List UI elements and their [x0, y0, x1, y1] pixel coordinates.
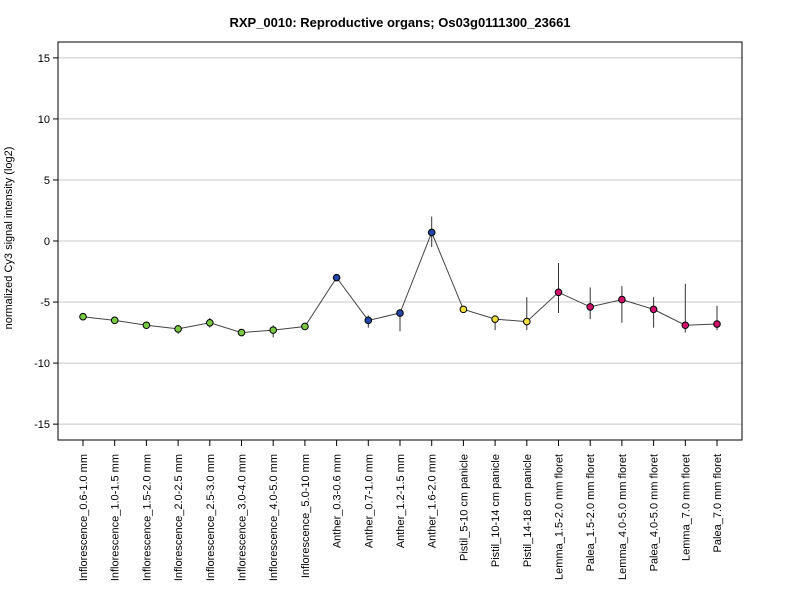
x-tick-label: Inflorescence_2.0-2.5 mm: [173, 454, 185, 581]
x-tick-label: Anther_0.7-1.0 mm: [363, 454, 375, 548]
x-tick-label: Anther_1.6-2.0 mm: [427, 454, 439, 548]
data-points: [79, 228, 721, 337]
data-point: [713, 320, 721, 328]
y-tick-label: 10: [38, 114, 50, 126]
x-tick-label: Inflorescence_5.0-10 mm: [300, 454, 312, 578]
y-tick-label: 5: [44, 175, 50, 187]
data-point: [427, 228, 436, 237]
x-tick-label: Pistil_14-18 cm panicle: [522, 454, 534, 567]
data-point: [586, 303, 595, 311]
y-tick-label: -5: [40, 297, 50, 309]
x-axis: Inflorescence_0.6-1.0 mm Inflorescence_1.…: [78, 440, 724, 581]
x-tick-label: Inflorescence_4.0-5.0 mm: [268, 454, 280, 581]
x-tick-label: Lemma_1.5-2.0 mm floret: [554, 454, 566, 580]
y-axis-label: normalized Cy3 signal intensity (log2): [3, 147, 15, 330]
data-point: [649, 305, 658, 314]
data-point: [110, 316, 119, 325]
data-point: [681, 321, 690, 330]
y-tick-label: 15: [38, 53, 50, 65]
x-tick-label: Lemma_4.0-5.0 mm floret: [617, 454, 629, 580]
chart-title: RXP_0010: Reproductive organs; Os03g0111…: [229, 15, 570, 30]
x-tick-label: Inflorescence_2.5-3.0 mm: [205, 454, 217, 581]
x-tick-label: Lemma_7.0 mm floret: [680, 454, 692, 561]
y-axis: -15 -10 -5 0 5 10 15: [34, 53, 58, 431]
data-point: [491, 315, 499, 323]
y-tick-label: -10: [34, 358, 50, 370]
plot-frame: [57, 41, 743, 441]
data-point: [174, 325, 182, 333]
data-point: [523, 317, 531, 326]
data-point: [301, 322, 309, 331]
data-point: [554, 288, 563, 297]
x-tick-label: Palea_4.0-5.0 mm floret: [649, 454, 661, 571]
x-tick-label: Inflorescence_0.6-1.0 mm: [78, 454, 90, 581]
y-tick-label: -15: [34, 419, 50, 431]
x-tick-label: Pistil_5-10 cm panicle: [458, 454, 470, 561]
y-tick-label: 0: [44, 236, 50, 248]
data-point: [618, 295, 626, 304]
x-tick-label: Inflorescence_1.5-2.0 mm: [141, 454, 153, 581]
x-tick-label: Anther_0.3-0.6 mm: [332, 454, 344, 548]
x-tick-label: Palea_7.0 mm floret: [712, 454, 724, 552]
data-point: [364, 316, 373, 325]
x-tick-label: Palea_1.5-2.0 mm floret: [585, 454, 597, 571]
data-point: [142, 321, 151, 330]
data-point: [237, 328, 246, 337]
data-point: [459, 305, 468, 314]
grid-lines: [58, 57, 742, 425]
data-point: [206, 318, 214, 327]
data-point: [396, 309, 404, 317]
x-tick-label: Inflorescence_1.0-1.5 mm: [110, 454, 122, 581]
data-point: [269, 326, 278, 334]
data-point: [332, 273, 341, 282]
error-bars: [82, 216, 718, 338]
x-tick-label: Pistil_10-14 cm panicle: [490, 454, 502, 567]
data-point: [79, 312, 87, 321]
x-tick-label: Anther_1.2-1.5 mm: [395, 454, 407, 548]
x-tick-label: Inflorescence_3.0-4.0 mm: [237, 454, 249, 581]
